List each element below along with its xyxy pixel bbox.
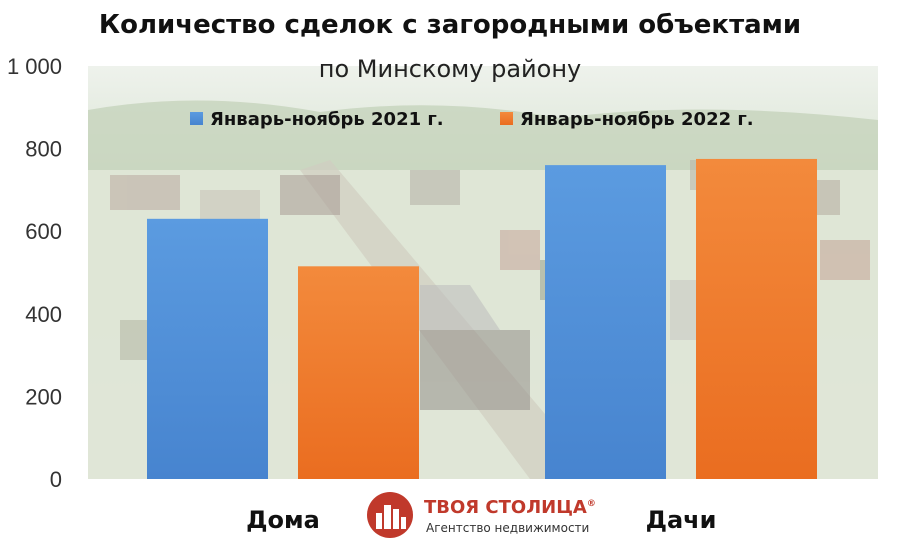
chart-title: Количество сделок с загородными объектам… — [98, 10, 802, 40]
brand-name: ТВОЯ СТОЛИЦА® — [424, 497, 596, 518]
legend-swatch — [190, 112, 203, 125]
y-tick-label: 400 — [25, 302, 62, 327]
x-tick-label: Дачи — [646, 506, 717, 534]
y-tick-label: 0 — [50, 467, 62, 492]
legend-label: Январь-ноябрь 2021 г. — [210, 109, 444, 130]
bar-2021-dachas — [545, 165, 666, 479]
bar-2021-houses — [147, 218, 268, 479]
y-axis: 0 200 400 600 800 1 000 — [7, 54, 62, 492]
brand-tagline: Агентство недвижимости — [426, 521, 590, 535]
bar-2022-houses — [298, 266, 419, 479]
bar-2022-dachas — [696, 158, 817, 480]
chart-subtitle: по Минскому району — [318, 55, 582, 83]
legend: Январь-ноябрь 2021 г. Январь-ноябрь 2022 … — [190, 109, 754, 130]
y-tick-label: 200 — [25, 384, 62, 409]
y-tick-label: 1 000 — [7, 54, 62, 79]
legend-swatch — [500, 112, 513, 125]
legend-label: Январь-ноябрь 2022 г. — [520, 109, 754, 130]
bars — [147, 158, 817, 480]
x-axis: Дома Дачи — [246, 506, 716, 534]
y-tick-label: 800 — [25, 137, 62, 162]
city-buildings-icon — [367, 492, 413, 538]
y-tick-label: 600 — [25, 219, 62, 244]
brand-logo: ТВОЯ СТОЛИЦА® Агентство недвижимости — [366, 491, 606, 539]
x-tick-label: Дома — [246, 506, 320, 534]
